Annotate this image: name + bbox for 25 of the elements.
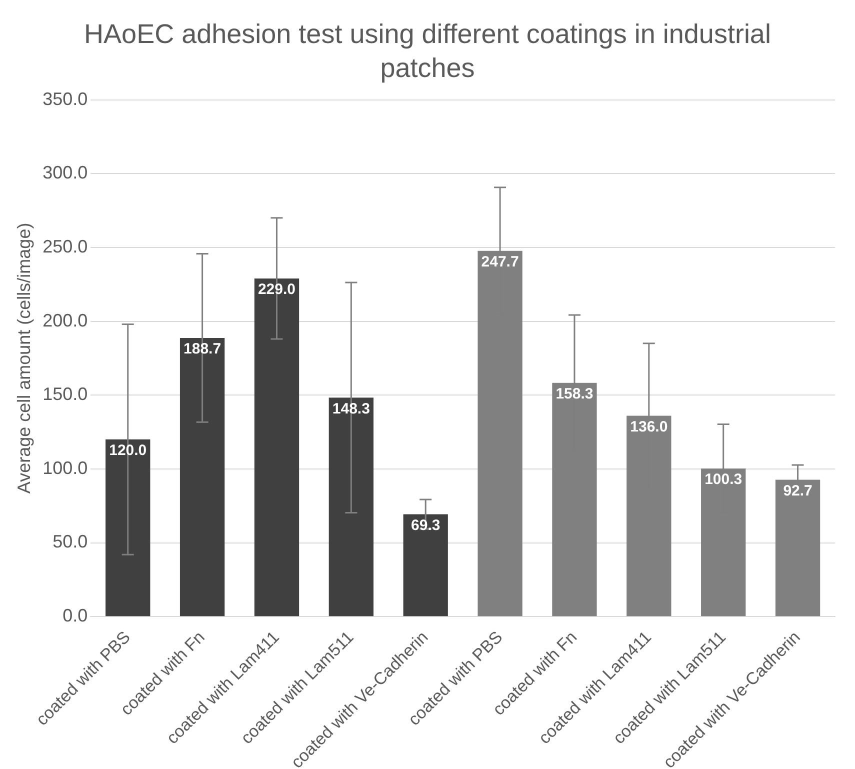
data-label: 120.0 xyxy=(109,442,147,459)
data-label: 136.0 xyxy=(630,418,668,435)
y-tick-label: 350.0 xyxy=(42,88,88,108)
y-tick-label: 0.0 xyxy=(62,605,88,626)
data-label: 92.7 xyxy=(783,482,812,499)
data-label: 229.0 xyxy=(258,280,296,298)
data-label: 100.3 xyxy=(704,470,742,488)
y-axis-title: Average cell amount (cells/image) xyxy=(14,222,34,494)
data-label: 247.7 xyxy=(481,252,519,270)
bar xyxy=(403,514,448,616)
bar xyxy=(106,438,150,616)
y-tick-label: 100.0 xyxy=(42,457,88,478)
y-tick-label: 150.0 xyxy=(42,384,88,404)
bar xyxy=(254,278,300,616)
y-tick-label: 300.0 xyxy=(42,162,88,182)
y-tick-label: 250.0 xyxy=(42,236,88,256)
bar xyxy=(328,397,374,616)
data-label: 188.7 xyxy=(184,340,222,358)
data-label: 69.3 xyxy=(411,516,440,534)
bar xyxy=(180,337,225,616)
chart-title: HAoEC adhesion test using different coatings in industrial patches xyxy=(83,18,772,85)
data-label: 158.3 xyxy=(556,385,594,402)
y-tick-label: 200.0 xyxy=(42,310,88,330)
data-label: 148.3 xyxy=(332,400,370,417)
y-tick-label: 50.0 xyxy=(52,531,88,552)
